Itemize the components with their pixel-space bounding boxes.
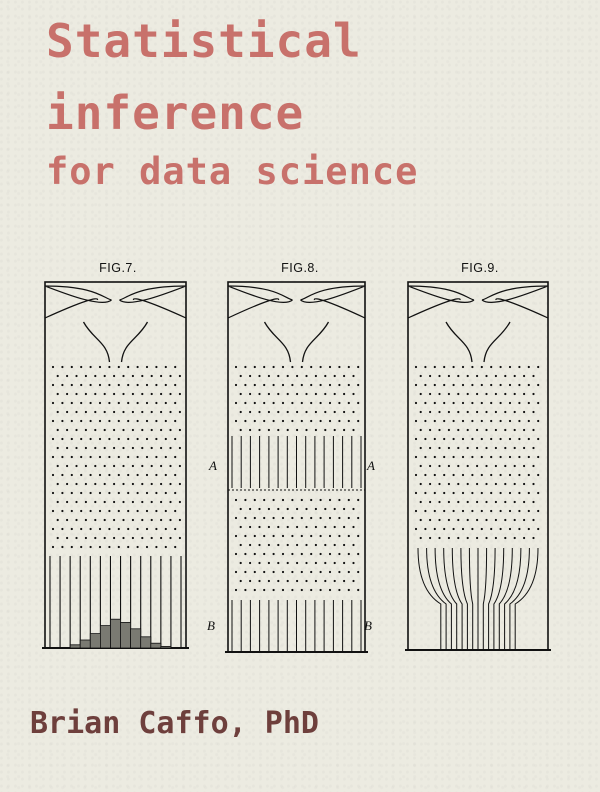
fig8-label-b-left: B <box>207 618 215 633</box>
fig8-label-a-left: A <box>208 458 217 473</box>
fig8-caption: FIG.8. <box>281 261 319 275</box>
fig7-caption: FIG.7. <box>99 261 137 275</box>
fig9-caption: FIG.9. <box>461 261 499 275</box>
title-line-1: Statistical <box>46 14 362 68</box>
fig9-board <box>405 281 551 651</box>
subtitle: for data science <box>46 150 419 193</box>
fig8-board <box>225 281 368 653</box>
author-name: Brian Caffo, PhD <box>30 706 319 741</box>
fig7-board <box>42 281 189 649</box>
title-line-2: inference <box>46 86 305 140</box>
fig8-label-b-right: B <box>364 618 372 633</box>
fig8-label-a-right: A <box>366 458 375 473</box>
